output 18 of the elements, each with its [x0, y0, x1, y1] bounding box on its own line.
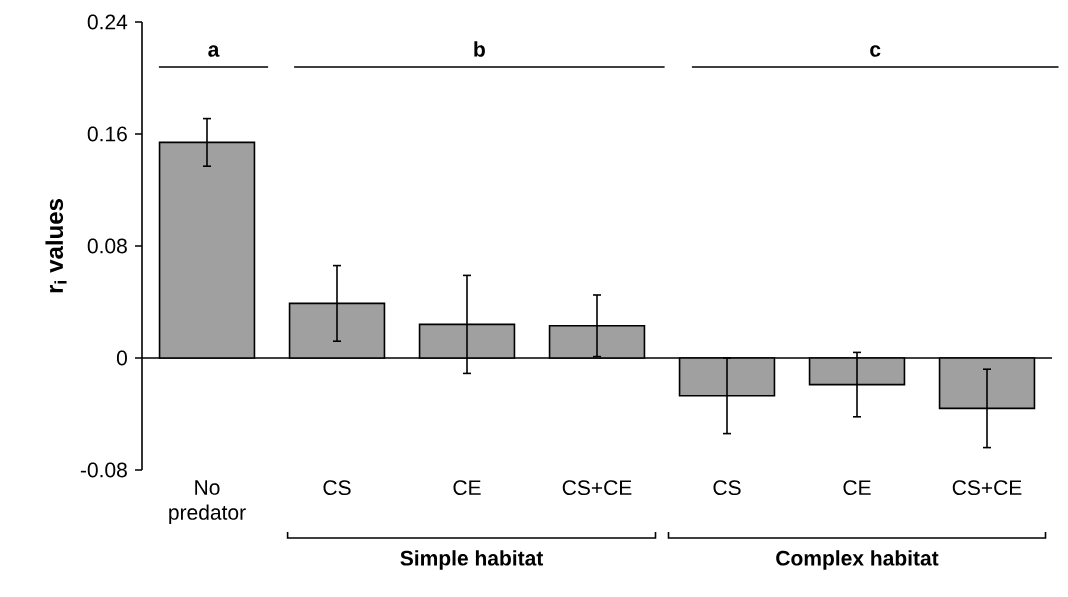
x-tick-label: No predator: [169, 480, 246, 525]
annotation: b: [474, 41, 485, 57]
x-tick-label: CS+CE: [562, 480, 632, 496]
text: Simple habitat: [400, 550, 544, 570]
x-tick-label: CS: [713, 480, 741, 496]
y-tick-label: 0: [116, 350, 127, 366]
annotation: a: [208, 45, 220, 57]
y-tick-label: 0.08: [87, 238, 127, 254]
y-axis-title: r$_{i}$ values: [45, 199, 67, 293]
y-tick-label: 0.24: [87, 14, 128, 30]
x-tick-label: CS: [323, 480, 351, 496]
annotation: c: [870, 45, 881, 57]
x-tick-label: CE: [453, 480, 481, 496]
x-tick-label: CE: [843, 480, 871, 496]
text: Complex habitat: [776, 550, 939, 570]
x-tick-label: CS+CE: [952, 480, 1022, 496]
y-tick-label: 0.16: [87, 126, 127, 142]
y-tick-label: -0.08: [80, 462, 127, 478]
